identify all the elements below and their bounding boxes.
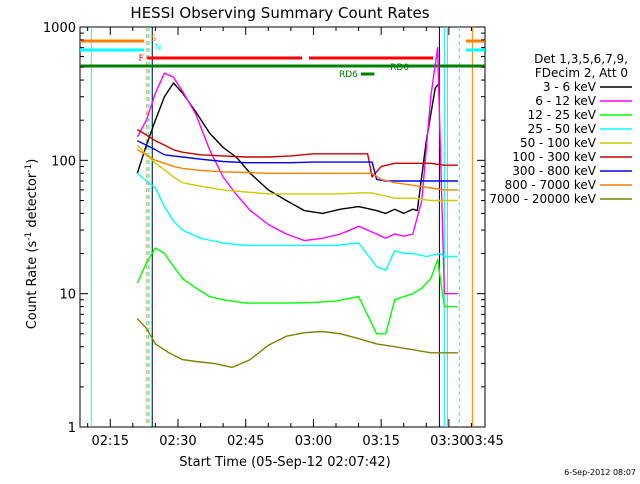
legend: Det 1,3,5,6,7,9,FDecim 2, Att 03 - 6 keV…: [489, 52, 632, 206]
flag-bars: SN F RD0 RD6: [80, 34, 485, 80]
legend-entry-label: 100 - 300 keV: [512, 150, 596, 164]
x-tick-label: 03:15: [362, 434, 399, 449]
y-label-mid: detector: [25, 172, 40, 232]
flag-label: F: [139, 54, 144, 64]
y-tick-label: 100: [51, 154, 76, 169]
legend-entry-label: 25 - 50 keV: [528, 122, 597, 136]
legend-entry-label: 7000 - 20000 keV: [489, 192, 596, 206]
svg-text:Count Rate (s-1 detector-1): Count Rate (s-1 detector-1): [24, 159, 40, 330]
series-line: [136, 128, 458, 178]
series-line: [136, 247, 458, 335]
legend-entry-label: 12 - 25 keV: [528, 108, 597, 122]
series-line: [136, 82, 441, 215]
plot-area: [79, 26, 486, 428]
x-tick-label: 02:30: [159, 434, 196, 449]
y-tick-label: 1000: [43, 21, 76, 36]
flag-label: N: [155, 43, 162, 53]
series-line: [136, 172, 458, 271]
x-tick-label: 03:00: [295, 434, 332, 449]
event-markers: [90, 27, 473, 427]
y-label-sup1: -1: [24, 232, 34, 241]
x-tick-label: 03:45: [466, 434, 503, 449]
legend-entry-label: 50 - 100 keV: [520, 136, 597, 150]
axes: 1 10 100 1000 02:15 02:30 02:45 03:00 03:15 03:30…: [43, 21, 504, 449]
legend-header-line: FDecim 2, Att 0: [535, 66, 628, 80]
y-axis-label: Count Rate (s-1 detector-1): [24, 159, 40, 330]
flag-label: RD0: [390, 63, 409, 73]
y-label-sup2: -1: [24, 164, 34, 173]
flag-label: S: [151, 34, 157, 44]
y-label-main: Count Rate (s: [25, 241, 40, 330]
series-line: [136, 149, 458, 191]
flag-label: RD6: [339, 70, 358, 80]
series-line: [136, 144, 458, 202]
series-line: [136, 47, 458, 295]
series-lines: [136, 47, 458, 369]
legend-entry-label: 300 - 800 keV: [512, 164, 596, 178]
y-tick-label: 1: [68, 421, 76, 436]
plot-frame: [79, 26, 486, 428]
x-tick-label: 02:15: [92, 434, 129, 449]
timestamp: 6-Sep-2012 08:07: [564, 468, 636, 477]
y-tick-label: 10: [59, 288, 76, 303]
y-label-end: ): [25, 159, 40, 164]
legend-header-line: Det 1,3,5,6,7,9,: [534, 52, 628, 66]
x-tick-label: 02:45: [227, 434, 264, 449]
legend-entry-label: 3 - 6 keV: [543, 80, 597, 94]
legend-entry-label: 800 - 7000 keV: [505, 178, 597, 192]
x-axis-label: Start Time (05-Sep-12 02:07:42): [179, 455, 390, 470]
x-tick-label: 03:30: [430, 434, 467, 449]
chart-title: HESSI Observing Summary Count Rates: [130, 4, 429, 22]
series-line: [136, 318, 458, 369]
series-line: [137, 140, 458, 182]
legend-entry-label: 6 - 12 keV: [535, 94, 597, 108]
